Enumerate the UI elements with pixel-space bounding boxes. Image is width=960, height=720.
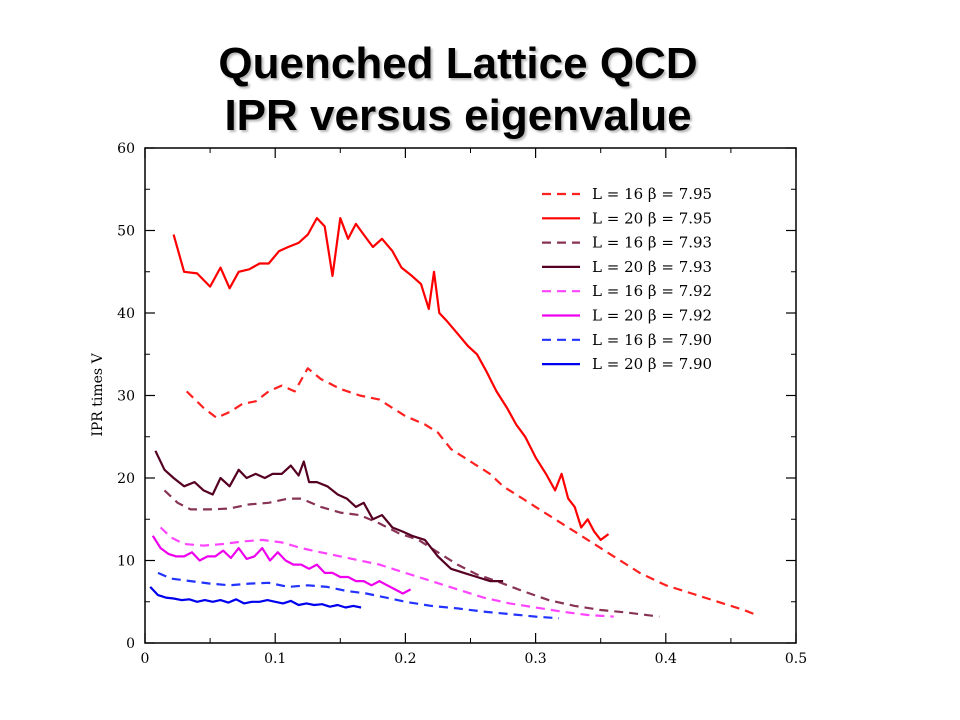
y-tick-label: 40 xyxy=(117,306,135,322)
y-tick-label: 20 xyxy=(117,471,135,487)
y-tick-label: 10 xyxy=(117,554,135,570)
series-lines xyxy=(149,217,755,620)
legend-label: L = 16 β = 7.90 xyxy=(592,331,712,349)
y-tick-label: 60 xyxy=(117,141,135,157)
series-line-4 xyxy=(154,450,504,583)
y-tick-label: 50 xyxy=(117,224,135,240)
series-line-2 xyxy=(172,217,610,542)
legend-label: L = 20 β = 7.90 xyxy=(592,355,712,373)
series-line-6 xyxy=(151,535,412,595)
x-tick-label: 0.3 xyxy=(524,651,546,667)
series-line-1 xyxy=(185,367,755,616)
slide-title: Quenched Lattice QCD IPR versus eigenval… xyxy=(0,38,916,142)
y-tick-label: 30 xyxy=(117,389,135,405)
legend-label: L = 20 β = 7.95 xyxy=(592,209,712,227)
x-tick-label: 0.2 xyxy=(394,651,416,667)
x-tick-label: 0.4 xyxy=(655,651,677,667)
slide-title-line-2: IPR versus eigenvalue xyxy=(224,91,692,140)
slide-title-line-1: Quenched Lattice QCD xyxy=(218,39,698,88)
legend-label: L = 16 β = 7.93 xyxy=(592,234,712,252)
x-tick-label: 0.1 xyxy=(264,651,286,667)
axis-ticks: 0 0.1 0.2 0.3 0.4 0.5 0 10 20 30 40 50 60 xyxy=(117,141,807,667)
x-tick-label: 0.5 xyxy=(785,651,807,667)
series-line-7 xyxy=(157,571,560,620)
legend-label: L = 16 β = 7.92 xyxy=(592,282,712,300)
series-line-5 xyxy=(159,526,614,618)
legend-label: L = 20 β = 7.93 xyxy=(592,258,712,276)
legend: L = 16 β = 7.95 L = 20 β = 7.95 L = 16 β =… xyxy=(542,185,712,373)
series-line-8 xyxy=(149,586,362,609)
x-tick-label: 0 xyxy=(141,651,150,667)
legend-label: L = 20 β = 7.92 xyxy=(592,307,712,325)
series-line-3 xyxy=(163,489,660,618)
y-axis-label: IPR times V xyxy=(90,352,106,436)
legend-label: L = 16 β = 7.95 xyxy=(592,185,712,203)
y-tick-label: 0 xyxy=(126,636,135,652)
